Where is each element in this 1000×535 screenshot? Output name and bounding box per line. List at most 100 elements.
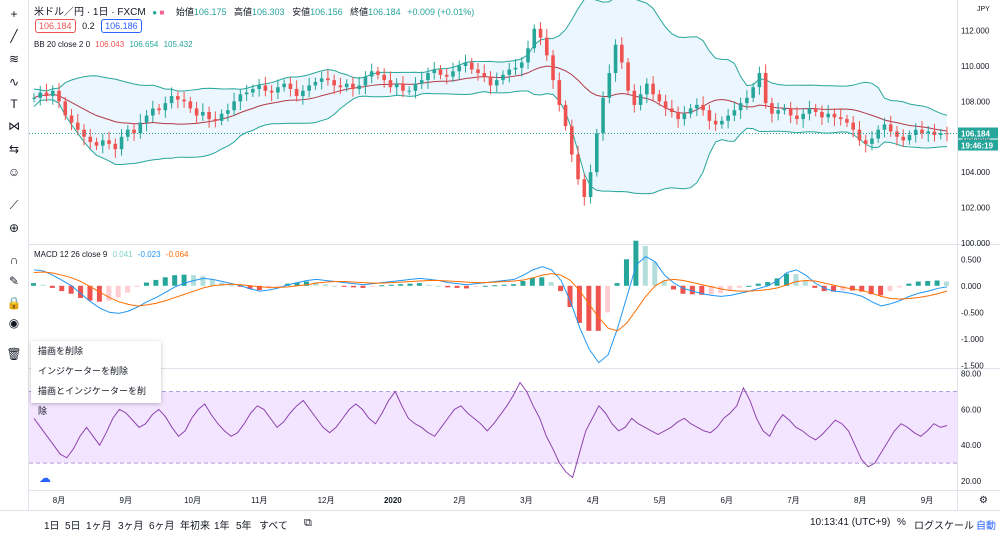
timeframe-5y[interactable]: 5年 xyxy=(236,521,252,532)
brush-icon[interactable]: ∿ xyxy=(8,75,20,89)
timeframe-1d[interactable]: 1日 xyxy=(44,521,60,532)
timeframe-all[interactable]: すべて xyxy=(259,521,288,532)
candle xyxy=(601,97,605,134)
bb-label: BB 20 close 2 0 xyxy=(34,40,91,49)
macd-histogram-bar xyxy=(78,285,84,298)
macd-histogram-bar xyxy=(642,246,648,286)
emoji-icon[interactable]: ☺ xyxy=(7,165,21,179)
candle xyxy=(100,140,105,146)
percent-toggle[interactable]: % xyxy=(897,517,906,528)
candle xyxy=(32,97,36,99)
candle xyxy=(488,76,493,86)
candle xyxy=(682,113,687,120)
macd-histogram-bar xyxy=(238,285,244,287)
trash-icon[interactable]: 🗑 xyxy=(6,347,22,361)
candle xyxy=(194,108,199,116)
menu-item-remove-drawings[interactable]: 描画を削除 xyxy=(38,346,84,356)
macd-histogram-bar xyxy=(868,285,874,295)
candle xyxy=(645,83,649,95)
price-tick-label: 104.000 xyxy=(961,168,990,177)
menu-item-remove-indicators[interactable]: インジケーターを削除 xyxy=(38,366,129,376)
date-range-icon[interactable]: ⧉ xyxy=(304,517,312,529)
candle xyxy=(695,104,699,109)
macd-histogram-bar xyxy=(426,284,432,286)
macd-histogram-bar xyxy=(755,283,761,286)
candle xyxy=(901,136,906,141)
candle xyxy=(226,110,230,114)
candle xyxy=(863,140,868,144)
macd-tick-label: 0.000 xyxy=(961,282,982,291)
timeframe-5d[interactable]: 5日 xyxy=(65,521,81,532)
pattern-icon[interactable]: ⋈ xyxy=(8,119,20,133)
zoom-icon[interactable]: ⊕ xyxy=(8,221,20,235)
macd-histogram-bar xyxy=(435,285,441,287)
macd-legend[interactable]: MACD 12 26 close 9 0.041 -0.023 -0.064 xyxy=(34,250,188,259)
bottom-toolbar: 1日 5日 1ヶ月 3ヶ月 6ヶ月 年初来 1年 5年 すべて ⧉ 10:13:… xyxy=(0,510,1000,535)
candle xyxy=(551,55,555,81)
clock[interactable]: 10:13:41 (UTC+9) xyxy=(810,517,891,528)
bb-legend[interactable]: BB 20 close 2 0 106.043 106.654 105.432 xyxy=(34,40,193,49)
text-icon[interactable]: T xyxy=(10,97,18,111)
magnet-icon[interactable]: ∩ xyxy=(9,253,19,267)
macd-histogram-bar xyxy=(896,285,902,288)
macd-histogram-bar xyxy=(915,281,921,286)
candle xyxy=(201,111,205,116)
timeframe-6m[interactable]: 6ヶ月 xyxy=(149,521,175,532)
price-tick-label: 112.000 xyxy=(961,27,990,36)
lock-drawing-icon[interactable]: ✎ xyxy=(8,274,20,288)
candle xyxy=(88,136,93,143)
eye-icon[interactable]: ◉ xyxy=(8,316,20,330)
buy-button[interactable]: 106.186 xyxy=(101,19,142,33)
symbol-title[interactable]: 米ドル／円 · 1日 · FXCM xyxy=(34,7,146,18)
candle xyxy=(282,83,286,88)
timeframe-1y[interactable]: 1年 xyxy=(214,521,230,532)
candle xyxy=(438,69,443,75)
candle xyxy=(444,74,449,77)
macd-histogram-bar xyxy=(228,285,234,287)
macd-histogram-bar xyxy=(200,276,206,286)
measure-icon[interactable]: ⇆ xyxy=(8,142,20,156)
timeframe-ytd[interactable]: 年初来 xyxy=(180,521,210,532)
candle xyxy=(563,104,568,127)
macd-histogram-bar xyxy=(388,284,394,286)
candle xyxy=(288,83,293,89)
macd-histogram-bar xyxy=(209,279,215,286)
ruler-icon[interactable]: ⟋ xyxy=(9,198,19,212)
macd-histogram-bar xyxy=(511,284,517,286)
candle xyxy=(888,124,893,132)
macd-histogram-bar xyxy=(313,282,319,286)
sell-button[interactable]: 106.184 xyxy=(35,19,76,33)
candle xyxy=(638,94,643,105)
log-scale-toggle[interactable]: ログスケール xyxy=(914,521,974,532)
candle xyxy=(738,103,743,111)
candle xyxy=(813,108,818,112)
price-chart[interactable]: 112.000110.000108.000106.000104.000102.0… xyxy=(29,0,1000,510)
candle xyxy=(432,69,437,74)
session-icon: ■ xyxy=(159,8,165,17)
macd-signal-value: -0.064 xyxy=(165,250,189,259)
candle xyxy=(144,115,149,123)
candle xyxy=(651,83,655,95)
time-tick-label: 9月 xyxy=(120,496,132,505)
macd-histogram-bar xyxy=(699,285,705,295)
candle xyxy=(151,108,155,116)
candle xyxy=(788,108,793,116)
candle xyxy=(107,140,111,144)
macd-histogram-bar xyxy=(181,274,187,286)
trend-line-icon[interactable]: ╱ xyxy=(10,29,18,43)
timeframe-3m[interactable]: 3ヶ月 xyxy=(118,521,144,532)
macd-histogram-bar xyxy=(633,240,639,286)
candle xyxy=(407,90,412,92)
crosshair-icon[interactable]: + xyxy=(10,7,18,21)
lock-icon[interactable]: 🔒 xyxy=(6,296,22,310)
candle xyxy=(657,94,662,102)
fib-icon[interactable]: ≋ xyxy=(8,52,20,66)
macd-histogram-bar xyxy=(68,285,74,294)
timeframe-1m[interactable]: 1ヶ月 xyxy=(86,521,112,532)
macd-histogram-bar xyxy=(398,284,404,286)
candle xyxy=(38,92,43,98)
menu-item-remove-all[interactable]: 描画とインジケーターを削除 xyxy=(38,386,147,416)
bb-upper-value: 106.654 xyxy=(129,40,159,49)
auto-scale-toggle[interactable]: 自動 xyxy=(976,521,996,532)
macd-histogram-bar xyxy=(623,259,629,286)
